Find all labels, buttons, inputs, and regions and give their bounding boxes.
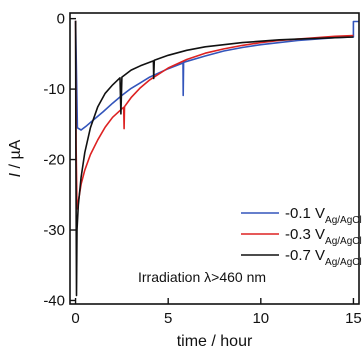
x-tick-label: 15 [345,310,362,327]
y-tick-label: -30 [43,222,65,239]
irradiation-annotation: Irradiation λ>460 nm [138,269,266,285]
legend-label-1: -0.1 VAg/AgCl [285,205,362,226]
y-axis-variable: I [7,172,24,177]
y-tick-label: -10 [43,81,65,98]
x-axis-title: time / hour [177,333,253,350]
y-tick-label: -20 [43,152,65,169]
x-tick-label: 10 [252,310,269,327]
legend: -0.1 VAg/AgCl-0.3 VAg/AgCl-0.7 VAg/AgCl [241,205,362,268]
series-layer [74,20,359,297]
y-axis-unit: / µA [7,139,24,173]
y-axis-title: I / µA [7,139,24,177]
series-line-2 [74,20,354,210]
x-tick-label: 5 [164,310,172,327]
legend-label-2: -0.3 VAg/AgCl [285,226,362,247]
ticks-layer: 0 5 10 15 0 -10 -20 -30 -40 [43,11,361,327]
y-tick-label: 0 [57,11,65,28]
y-tick-label: -40 [43,292,65,309]
legend-label-3: -0.7 VAg/AgCl [285,247,362,268]
series-line-1 [74,20,359,131]
series-line-3 [74,20,354,297]
plot-frame [69,12,360,305]
x-tick-label: 0 [71,310,79,327]
